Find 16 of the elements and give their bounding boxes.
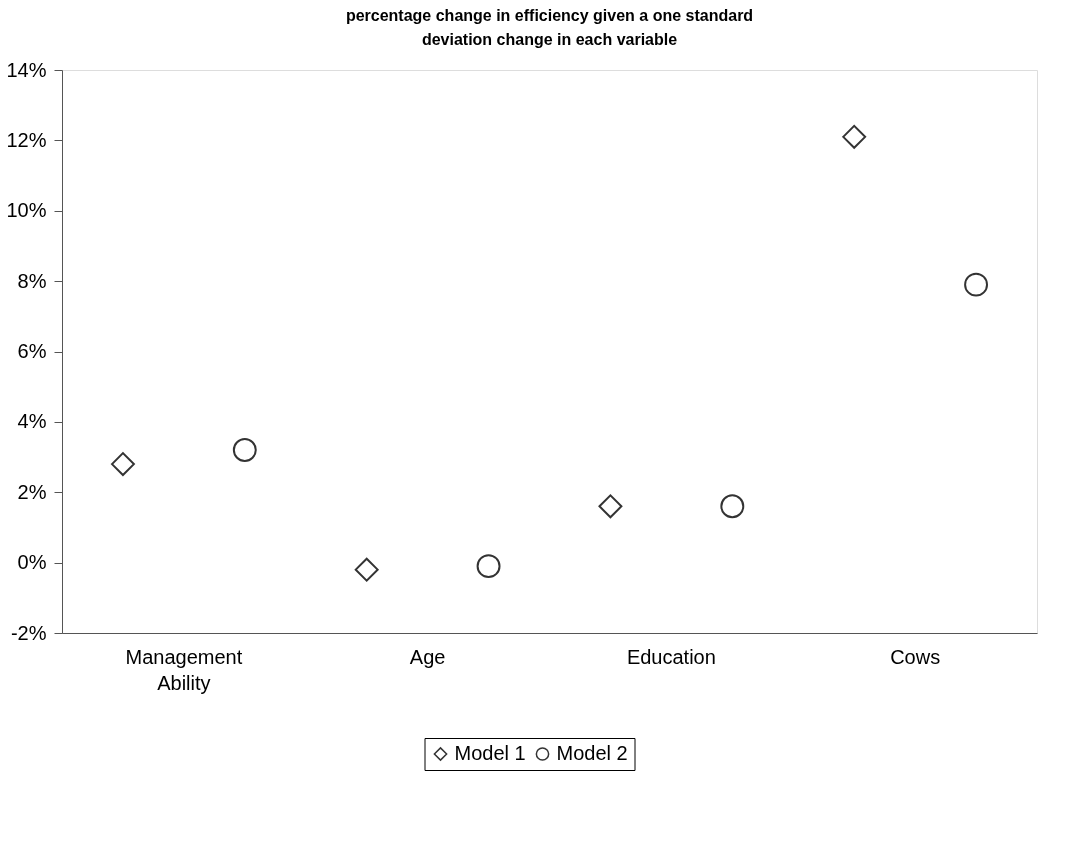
y-tick-label: 4% [17, 410, 47, 433]
y-tick-label: 0% [17, 551, 47, 574]
y-tick-label: -2% [10, 621, 47, 644]
y-tick-label: 6% [17, 340, 47, 362]
x-tick-label: Management Ability [125, 645, 243, 694]
x-tick-label: Cows [890, 645, 941, 668]
chart-title: percentage change in efficiency given a one standard deviation change in each variable [345, 7, 754, 48]
y-tick-label: 12% [6, 128, 47, 151]
y-tick-label: 10% [6, 199, 47, 222]
x-tick-label: Age [409, 645, 446, 668]
y-tick-label: 8% [17, 269, 47, 292]
y-tick-label: 2% [17, 480, 47, 503]
legend-label: Model 1 [454, 742, 526, 764]
legend-label: Model 2 [556, 742, 628, 764]
y-tick-label: 14% [6, 58, 47, 81]
x-tick-label: Education [626, 645, 716, 668]
